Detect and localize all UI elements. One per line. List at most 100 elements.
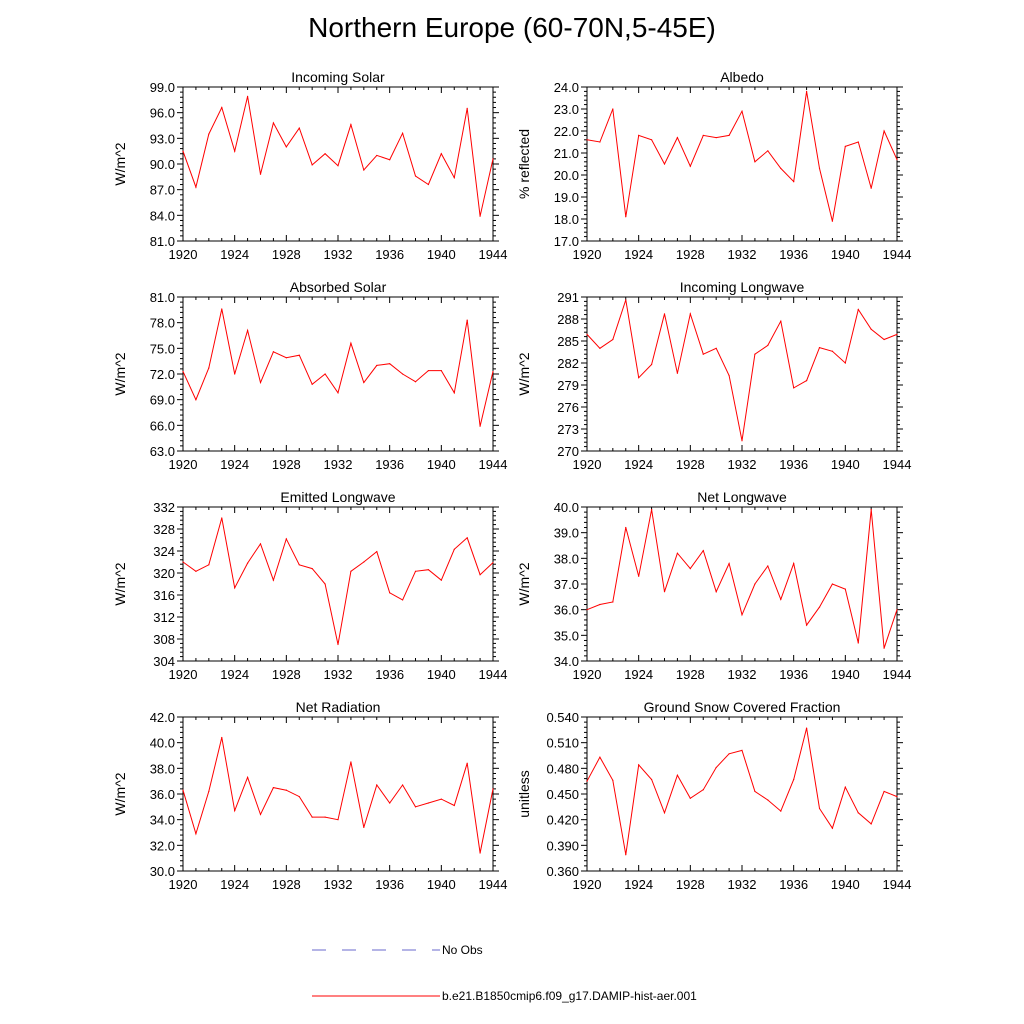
data-point [793, 387, 795, 389]
series-line [586, 299, 898, 441]
data-point [401, 599, 404, 601]
data-point [376, 784, 378, 786]
x-tick-label: 1932 [728, 667, 757, 682]
y-tick-label: 78.0 [150, 316, 175, 331]
data-point [401, 132, 404, 134]
data-point [857, 308, 859, 311]
data-point [650, 778, 653, 781]
x-tick-label: 1932 [728, 247, 757, 262]
series-line [182, 308, 494, 427]
data-point [337, 643, 339, 646]
data-point [337, 392, 339, 394]
data-point [883, 130, 885, 132]
data-point [676, 137, 679, 139]
data-point [221, 517, 223, 519]
data-point [728, 374, 730, 377]
data-point [376, 154, 378, 157]
plot-frame [182, 296, 494, 452]
data-point [234, 810, 236, 812]
data-point [246, 776, 249, 778]
y-tick-label: 0.420 [546, 813, 579, 828]
x-tick-label: 1928 [272, 457, 301, 472]
x-tick-label: 1936 [779, 247, 808, 262]
data-point [638, 377, 640, 379]
data-point [612, 779, 614, 781]
chart-panel: 1920 1924 1928 1932 1936 1940 1944 81.0 84.0 87.0… [112, 69, 507, 262]
data-point [663, 591, 666, 593]
plot-frame [182, 506, 494, 662]
data-point [896, 333, 898, 335]
data-point [221, 308, 223, 310]
data-point [389, 159, 391, 161]
x-tick-label: 1920 [169, 877, 198, 892]
y-tick-label: 324 [153, 544, 175, 559]
data-point [427, 183, 430, 186]
x-tick-label: 1936 [375, 667, 404, 682]
x-tick-label: 1924 [220, 247, 249, 262]
data-point [414, 381, 417, 383]
data-point [702, 134, 704, 136]
data-point [195, 833, 197, 835]
y-tick-label: 288 [557, 312, 579, 327]
data-point [844, 588, 846, 590]
data-point [466, 319, 468, 321]
data-point [427, 569, 430, 571]
x-tick-label: 1940 [427, 247, 456, 262]
data-point [844, 786, 846, 788]
y-tick-label: 81.0 [150, 234, 175, 249]
data-point [440, 153, 442, 155]
data-point [272, 122, 275, 124]
x-tick-label: 1920 [573, 457, 602, 472]
x-tick-label: 1924 [624, 247, 653, 262]
data-point [182, 789, 184, 791]
data-point [870, 823, 872, 825]
data-point [780, 167, 782, 169]
x-tick-label: 1932 [324, 247, 353, 262]
data-point [466, 537, 468, 539]
data-point [311, 568, 313, 570]
data-point [767, 344, 769, 346]
y-tick-label: 36.0 [150, 787, 175, 802]
data-point [259, 381, 262, 384]
data-point [663, 812, 666, 814]
x-tick-label: 1924 [220, 877, 249, 892]
series-line [182, 517, 494, 645]
x-tick-label: 1920 [573, 667, 602, 682]
x-tick-label: 1928 [676, 667, 705, 682]
data-point [350, 124, 352, 126]
data-point [311, 816, 313, 818]
data-point [298, 127, 300, 129]
data-point [350, 570, 352, 572]
series-line [586, 727, 898, 855]
x-tick-label: 1944 [479, 667, 508, 682]
data-point [427, 369, 430, 372]
y-tick-label: 0.510 [546, 736, 579, 751]
data-point [389, 802, 391, 804]
x-tick-label: 1944 [883, 667, 912, 682]
data-point [896, 159, 898, 161]
data-point [793, 778, 795, 781]
x-tick-label: 1928 [272, 247, 301, 262]
y-tick-label: 0.390 [546, 838, 579, 853]
chart-panel: 1920 1924 1928 1932 1936 1940 1944 30.0 32.0 34.0… [112, 699, 507, 892]
data-point [689, 165, 691, 167]
data-point [689, 313, 691, 315]
data-point [272, 351, 275, 353]
y-tick-label: 22.0 [554, 124, 579, 139]
y-tick-label: 75.0 [150, 341, 175, 356]
data-point [337, 165, 339, 167]
y-tick-label: 72.0 [150, 367, 175, 382]
y-tick-label: 308 [153, 632, 175, 647]
y-axis-label: W/m^2 [112, 772, 128, 815]
data-point [208, 367, 210, 369]
data-point [805, 624, 808, 626]
y-tick-label: 320 [153, 566, 175, 581]
data-point [586, 333, 588, 335]
y-tick-label: 24.0 [554, 80, 579, 95]
data-point [234, 587, 236, 589]
x-tick-label: 1920 [169, 667, 198, 682]
y-axis-label: W/m^2 [516, 562, 532, 605]
data-point [870, 187, 872, 189]
data-point [453, 804, 455, 807]
data-point [298, 564, 300, 566]
